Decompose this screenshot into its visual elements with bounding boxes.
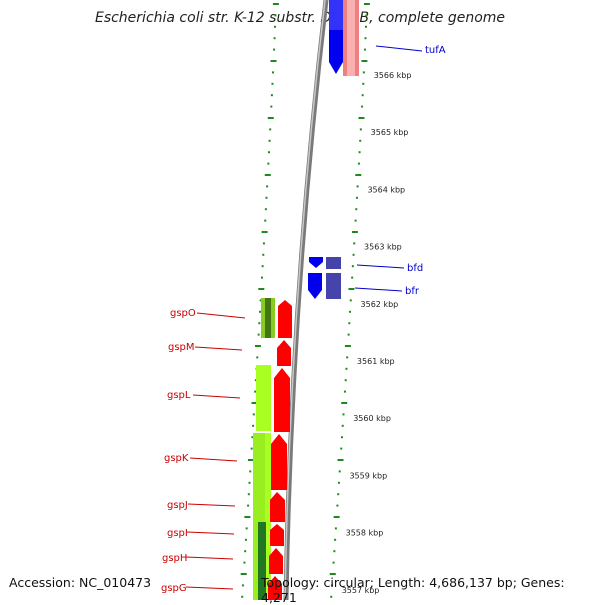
gspH-leader-line: [185, 556, 234, 560]
gspO-label: gspO: [170, 308, 196, 319]
accession-text: Accession: NC_010473: [9, 575, 152, 590]
kbp-tick-label: 3562 kbp: [361, 300, 399, 309]
kbp-tick-label: 3561 kbp: [357, 357, 395, 366]
forward-gene-bfd-bfr-block: [308, 257, 341, 299]
gspL-label: gspL: [167, 390, 191, 401]
tufA-label: tufA: [425, 45, 446, 56]
kbp-tick-label: 3564 kbp: [367, 185, 405, 194]
gspM-label: gspM: [168, 342, 195, 353]
bfd-cds-bar: [326, 257, 341, 269]
bfr-label: bfr: [405, 286, 420, 297]
kbp-tick-label: 3565 kbp: [371, 128, 409, 137]
gspO-cds-bar-dark: [265, 298, 271, 338]
gspK-leader-line: [189, 457, 238, 462]
gspK-label: gspK: [164, 453, 189, 464]
gspJ-gene-arrow: [270, 492, 285, 522]
gspG-label: gspG: [161, 583, 187, 594]
kbp-tick-label: 3563 kbp: [364, 243, 402, 252]
bfr-leader-line: [354, 287, 403, 292]
gspM-leader-line: [194, 346, 243, 351]
tufA-cds-bar-light: [347, 0, 355, 76]
gspO-leader-line: [196, 312, 246, 319]
gspL-leader-line: [192, 394, 241, 399]
forward-gene-tufA-block: [329, 0, 359, 76]
map-title: Escherichia coli str. K-12 substr. DH10B…: [94, 10, 506, 26]
bfr-cds-bar: [326, 273, 341, 299]
gspI-gene-arrow: [270, 524, 284, 546]
bfd-leader-line: [356, 264, 405, 269]
gspH-label: gspH: [162, 553, 187, 564]
gspI-leader-line: [186, 531, 235, 535]
tufA-gene-arrow-fade: [329, 0, 343, 30]
topology-text: Topology: circular; Length: 4,686,137 bp…: [261, 575, 565, 605]
bfd-label: bfd: [407, 263, 423, 274]
kbp-tick-label: 3566 kbp: [374, 71, 412, 80]
gspH-gene-arrow: [269, 548, 283, 574]
gspJ-label: gspJ: [167, 500, 188, 511]
kbp-tick-label: 3558 kbp: [346, 529, 384, 538]
bfr-gene-arrow: [308, 273, 322, 299]
reverse-gene-labels: gspO gspM gspL gspK gspJ gspI gspH gspG: [161, 308, 246, 594]
bfd-gene-arrow: [309, 257, 323, 268]
gspK-gene-arrow: [271, 434, 287, 490]
kbp-tick-labels: 3566 kbp 3565 kbp 3564 kbp 3563 kbp 3562 kbp…: [342, 71, 412, 595]
gspJ-leader-line: [187, 503, 236, 507]
kbp-tick-label: 3560 kbp: [353, 414, 391, 423]
gspI-label: gspI: [167, 528, 188, 539]
tufA-leader-line: [375, 45, 423, 52]
genome-backbone: [283, 0, 329, 600]
gspO-gene-arrow: [278, 300, 292, 338]
gspG-gene-arrow: [268, 576, 282, 600]
gspG-leader-line: [185, 586, 234, 590]
genome-backbone-highlight: [284, 0, 326, 600]
gspL-gene-arrow: [274, 368, 290, 432]
gspI-cds-bar-dark: [258, 522, 266, 600]
gspM-gene-arrow: [277, 340, 291, 366]
reverse-gene-gsp-block: [253, 298, 292, 600]
outer-tick-ring: [329, 3, 370, 598]
kbp-tick-label: 3559 kbp: [349, 471, 387, 480]
kbp-tick-label: 3557 kbp: [342, 586, 380, 595]
